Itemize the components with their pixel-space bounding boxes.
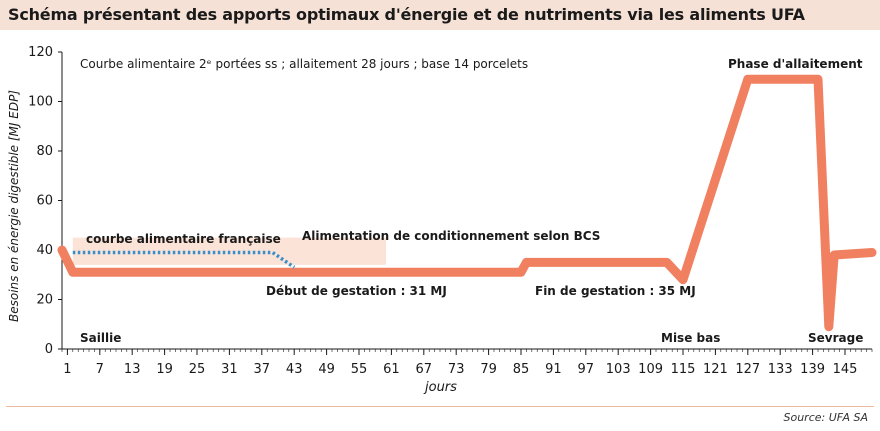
x-tick-label: 55 bbox=[351, 362, 368, 377]
x-tick-label: 97 bbox=[578, 362, 595, 377]
chart-source: Source: UFA SA bbox=[783, 411, 869, 424]
x-tick-label: 91 bbox=[545, 362, 562, 377]
x-tick-label: 79 bbox=[480, 362, 497, 377]
y-tick-label: 40 bbox=[36, 243, 53, 258]
x-tick-label: 19 bbox=[156, 362, 173, 377]
annotation-saillie: Saillie bbox=[80, 331, 121, 345]
x-tick-label: 13 bbox=[124, 362, 141, 377]
x-tick-label: 73 bbox=[448, 362, 465, 377]
annotation-debut-gestation: Début de gestation : 31 MJ bbox=[266, 284, 447, 298]
x-tick-label: 61 bbox=[383, 362, 400, 377]
series-line-french bbox=[72, 250, 296, 269]
legend-label-french: courbe alimentaire française bbox=[86, 232, 281, 246]
x-tick-label: 1 bbox=[63, 362, 71, 377]
x-tick-label: 115 bbox=[671, 362, 696, 377]
legend-label-bcs: Alimentation de conditionnement selon BC… bbox=[302, 229, 600, 243]
footer-rule bbox=[6, 406, 874, 407]
x-tick-label: 127 bbox=[735, 362, 760, 377]
chart-title: Schéma présentant des apports optimaux d… bbox=[8, 5, 805, 24]
y-tick-label: 100 bbox=[28, 95, 53, 110]
y-tick-label: 120 bbox=[28, 45, 53, 60]
annotation-sevrage: Sevrage bbox=[808, 331, 863, 345]
x-tick-label: 103 bbox=[606, 362, 631, 377]
chart-subtitle: Courbe alimentaire 2ᵉ portées ss ; allai… bbox=[80, 57, 528, 71]
x-axis-label: jours bbox=[423, 380, 457, 395]
x-tick-label: 67 bbox=[416, 362, 433, 377]
y-tick-label: 20 bbox=[36, 293, 53, 308]
x-tick-label: 139 bbox=[800, 362, 825, 377]
x-tick-label: 145 bbox=[833, 362, 858, 377]
title-bar bbox=[0, 0, 880, 30]
annotation-phase-allaitement: Phase d'allaitement bbox=[728, 57, 863, 71]
x-tick-label: 121 bbox=[703, 362, 728, 377]
y-tick-label: 0 bbox=[45, 342, 53, 357]
x-tick-label: 37 bbox=[254, 362, 271, 377]
x-tick-label: 49 bbox=[318, 362, 335, 377]
x-tick-label: 7 bbox=[96, 362, 104, 377]
annotation-mise-bas: Mise bas bbox=[661, 331, 720, 345]
y-tick-label: 80 bbox=[36, 144, 53, 159]
x-tick-label: 43 bbox=[286, 362, 303, 377]
x-tick-label: 85 bbox=[513, 362, 530, 377]
x-tick-label: 31 bbox=[221, 362, 238, 377]
x-tick-label: 109 bbox=[638, 362, 663, 377]
y-tick-label: 60 bbox=[36, 194, 53, 209]
x-tick-label: 25 bbox=[189, 362, 206, 377]
x-tick-label: 133 bbox=[768, 362, 793, 377]
y-axis-label: Besoins en énergie digestible [MJ EDP] bbox=[7, 90, 21, 322]
series-line-bcs bbox=[57, 74, 877, 332]
annotation-fin-gestation: Fin de gestation : 35 MJ bbox=[535, 284, 696, 298]
